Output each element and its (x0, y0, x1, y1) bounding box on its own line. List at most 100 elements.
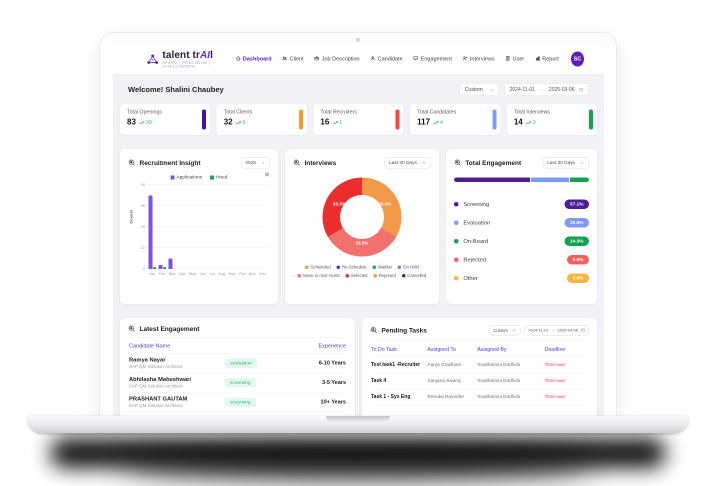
building-icon (505, 56, 511, 63)
chart-menu-icon[interactable] (264, 171, 270, 180)
card-header: Recruitment Insight 2025 (128, 157, 270, 169)
laptop-base (28, 416, 688, 433)
interviews-donut-chart: 33.3% 33.3% 33.3% (322, 177, 402, 257)
bar-applications-feb (158, 264, 163, 269)
range-preset-select[interactable]: Custom (459, 83, 500, 96)
interview-icon (462, 56, 468, 63)
user-avatar[interactable]: SC (570, 51, 584, 67)
date-separator: → (539, 86, 545, 93)
gridline: 10 (140, 245, 268, 250)
stat-accent-bar (298, 109, 303, 130)
nav-item-client[interactable]: Client (282, 56, 304, 63)
task-name: Test task1 -Recruiter (371, 362, 421, 368)
year-select[interactable]: 2025 (240, 157, 270, 169)
date-start: 2024-11-01 (509, 86, 535, 93)
brand-logo[interactable]: talent trAIl SPEED | PRECISION | INTELLI… (147, 50, 235, 69)
card-title: Interviews (304, 159, 337, 167)
candidate-experience: 10+ Years (320, 399, 346, 405)
card-title: Latest Engagement (139, 325, 200, 333)
bar-group-feb (158, 185, 166, 269)
bar-group-oct (239, 185, 247, 269)
total-engagement-card: Total Engagement Last 30 Days Screening 5… (445, 149, 597, 304)
x-tick: Mar (168, 271, 176, 277)
bar-group-jun (199, 185, 207, 269)
laptop-camera (356, 38, 360, 42)
stat-label: Total Clients (223, 109, 253, 115)
col-assigned-to: Assigned To (427, 346, 456, 353)
stat-accent-bar (492, 109, 497, 130)
engagement-row-rejected: Rejected 0.0% (453, 251, 589, 270)
trend-up-icon (525, 121, 532, 125)
dashboard-viewport: talent trAIl SPEED | PRECISION | INTELLI… (113, 44, 604, 418)
total-engagement-icon (454, 159, 461, 166)
nav-item-interviews[interactable]: Interviews (462, 56, 495, 63)
assigned-to: Renuka Ravinder (427, 394, 465, 400)
assigned-to: Aarya Gowtham (427, 362, 462, 368)
table-column-headers: Candidate Name Experience (128, 338, 347, 354)
table-row: Task 1 - Sys Eng Renuka Ravinder Sowthamin… (370, 389, 589, 405)
candidate-name: Abhilasha Maheshwari (129, 376, 191, 383)
chevron-down-icon (422, 162, 426, 164)
status-badge: screening (224, 377, 257, 388)
chevron-down-icon (490, 88, 494, 91)
date-range-input[interactable]: 2024-11-01 → 2025-03-06 (524, 325, 589, 336)
period-select[interactable]: Last 30 Days (542, 157, 589, 169)
assigned-by: Sowthamini Karthick (477, 378, 521, 384)
calendar-icon (579, 87, 584, 92)
gridline: 20 (140, 224, 268, 229)
task-name: Task 4 (371, 378, 387, 384)
engagement-rows: Screening 57.1% Evaluation 28.6% On-Board 14.… (453, 195, 589, 288)
deadline: Time over (544, 394, 566, 400)
period-select[interactable]: Last 30 Days (384, 157, 431, 169)
bar-group-aug (219, 185, 227, 269)
laptop-base-notch (326, 416, 390, 422)
progress-segment-on-board (569, 177, 589, 182)
bar-group-apr (179, 185, 187, 269)
donut-legend-on-hold: On Hold (397, 265, 419, 270)
top-navbar: talent trAIl SPEED | PRECISION | INTELLI… (113, 44, 604, 74)
stat-value: 32 (223, 118, 233, 127)
tables-row: Latest Engagement Candidate Name Experie… (120, 318, 597, 418)
nav-item-job-description[interactable]: Job Description (314, 56, 360, 63)
nav-item-candidate[interactable]: Candidate (370, 56, 403, 63)
welcome-row: Welcome! Shalini Chaubey Custom 2024-11-… (128, 83, 589, 96)
nav-item-dashboard[interactable]: Dashboard (235, 56, 272, 63)
range-preset-select[interactable]: Custom (489, 325, 521, 336)
charts-row: Recruitment Insight 2025 Applications Hir… (120, 149, 597, 304)
calendar-icon (580, 328, 585, 333)
card-title: Total Engagement (465, 159, 522, 167)
card-title: Pending Tasks (381, 326, 427, 335)
x-tick: Aug (217, 271, 226, 277)
nav-item-user[interactable]: User (505, 56, 524, 63)
donut-legend-move-to-next-round: Move to next round (297, 273, 339, 278)
date-range-input[interactable]: 2024-11-01 → 2025-03-06 (504, 83, 589, 96)
brand-tagline: SPEED | PRECISION | INTELLIGENCE (162, 61, 211, 69)
status-badge: screening (224, 397, 257, 407)
x-tick: Dec (259, 271, 267, 277)
table-row: PRASHANT GAUTAM SAP QM Solution Architect… (128, 393, 347, 412)
stat-value: 14 (513, 118, 523, 127)
pending-tasks-icon (370, 327, 377, 334)
x-tick: May (188, 271, 197, 277)
stat-card-total-recruiters: Total Recruiters 16 1 (313, 104, 404, 135)
interviews-card: Interviews Last 30 Days 33.3% 33.3% 33.3% … (284, 149, 439, 304)
table-row: Test task1 -Recruiter Aarya Gowtham Sowtha… (370, 357, 589, 373)
gridline: 40 (140, 182, 268, 187)
recruitment-insight-icon (128, 159, 135, 166)
engagement-row-evaluation: Evaluation 28.6% (453, 214, 589, 233)
bar-group-may (189, 185, 197, 269)
briefcase-icon (314, 56, 320, 63)
candidate-name: PRASHANT GAUTAM (129, 396, 188, 402)
stat-value: 83 (127, 118, 136, 127)
gridline: 30 (140, 203, 268, 208)
x-axis-labels: Jan Feb Mar Apr May Jun Jul Aug Sep Oct Nov Dec (147, 272, 268, 277)
x-tick: Nov (248, 271, 256, 277)
card-title: Recruitment Insight (139, 159, 201, 167)
latest-engagement-card: Latest Engagement Candidate Name Experie… (120, 318, 355, 418)
nav-item-engagement[interactable]: Engagement (413, 56, 452, 63)
x-tick: Jun (199, 271, 207, 277)
stat-label: Total Recruiters (320, 109, 357, 115)
x-tick: Sep (228, 271, 236, 277)
nav-item-report[interactable]: Report (535, 56, 559, 63)
